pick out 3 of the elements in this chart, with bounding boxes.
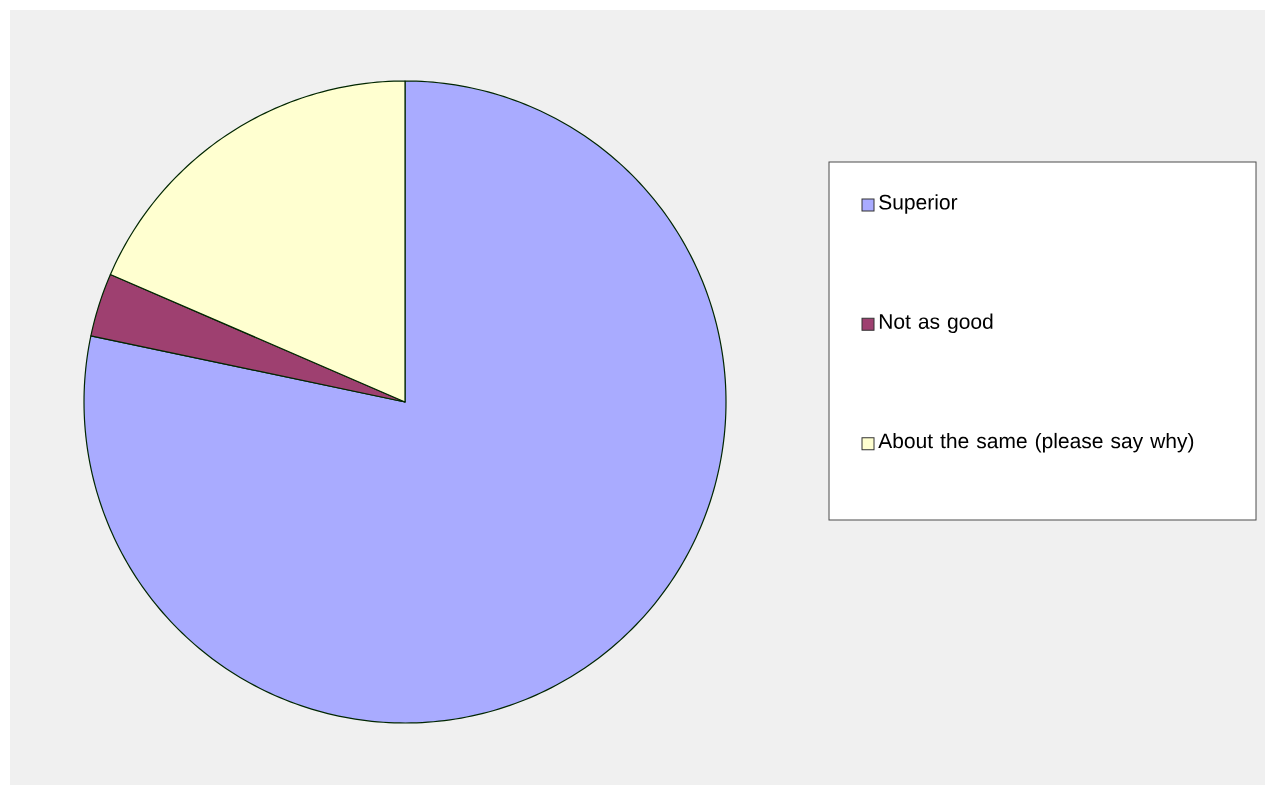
legend-label: Not as good bbox=[879, 313, 993, 334]
legend-label: About the same (please say why) bbox=[878, 432, 1194, 453]
legend-label: Superior bbox=[879, 194, 958, 214]
